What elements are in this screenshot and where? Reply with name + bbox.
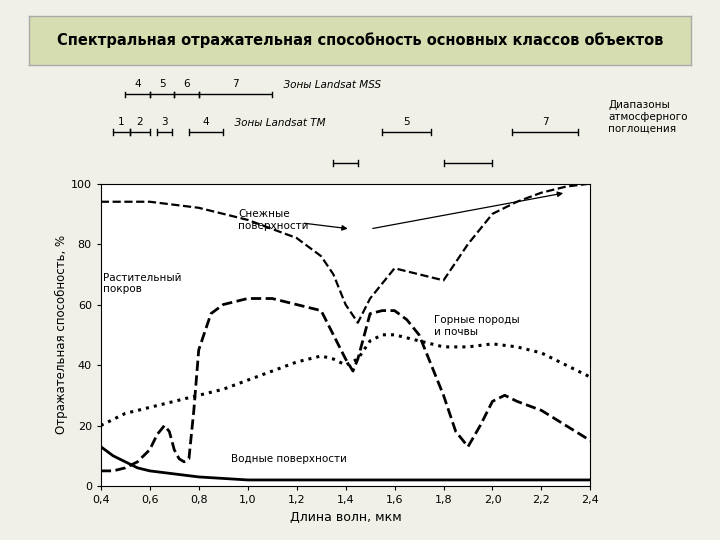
- Text: 4: 4: [134, 79, 141, 89]
- Text: 2: 2: [137, 117, 143, 127]
- Text: 1: 1: [118, 117, 125, 127]
- Text: Диапазоны
атмосферного
поглощения: Диапазоны атмосферного поглощения: [608, 100, 688, 133]
- Text: 5: 5: [158, 79, 166, 89]
- Text: Растительный
покров: Растительный покров: [103, 273, 181, 294]
- Text: 6: 6: [183, 79, 190, 89]
- Text: 7: 7: [541, 117, 549, 127]
- Text: Горные породы
и почвы: Горные породы и почвы: [433, 315, 519, 336]
- Y-axis label: Отражательная способность, %: Отражательная способность, %: [55, 235, 68, 434]
- Text: 4: 4: [203, 117, 210, 127]
- Text: 7: 7: [232, 79, 239, 89]
- Text: Снежные
поверхности: Снежные поверхности: [238, 209, 308, 231]
- Text: Зоны Landsat ТМ: Зоны Landsat ТМ: [228, 118, 325, 128]
- Text: Водные поверхности: Водные поверхности: [230, 454, 346, 464]
- Text: 3: 3: [161, 117, 168, 127]
- Text: Спектральная отражательная способность основных классов объектов: Спектральная отражательная способность о…: [57, 32, 663, 49]
- Text: 5: 5: [403, 117, 410, 127]
- X-axis label: Длина волн, мкм: Длина волн, мкм: [289, 511, 402, 524]
- Text: Зоны Landsat MSS: Зоны Landsat MSS: [277, 80, 381, 90]
